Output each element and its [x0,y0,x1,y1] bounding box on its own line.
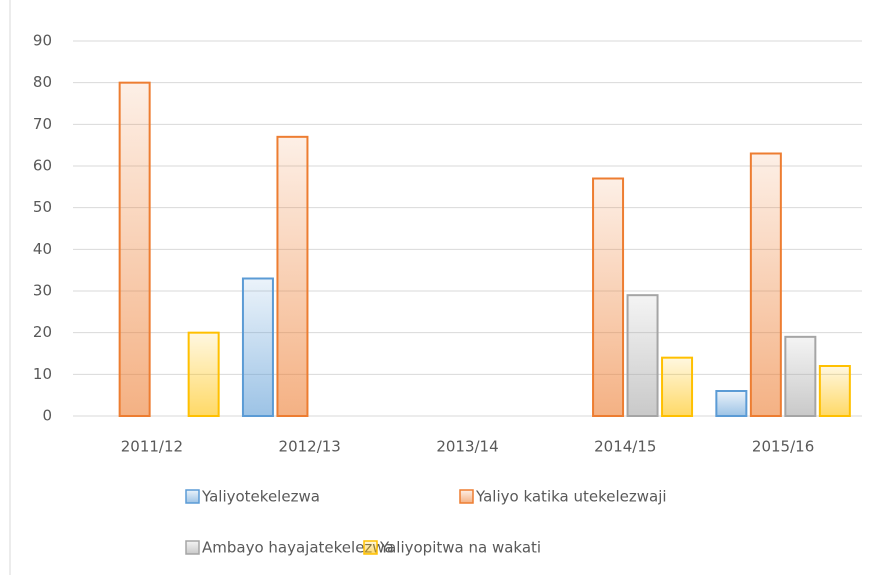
x-tick-label: 2013/14 [436,438,498,456]
x-tick-label: 2014/15 [594,438,656,456]
y-tick-label: 80 [33,73,52,91]
bar [118,81,151,418]
y-tick-label: 90 [33,32,52,50]
y-tick-label: 70 [33,115,52,133]
bar [592,177,625,417]
y-tick-label: 50 [33,198,52,216]
y-tick-label: 20 [33,323,52,341]
bar [749,152,782,417]
y-tick-label: 40 [33,240,52,258]
bar [276,135,309,417]
legend-swatch [185,540,200,555]
y-tick-label: 10 [33,365,52,383]
y-tick-label: 60 [33,157,52,175]
bar [241,277,274,417]
bar [626,294,659,417]
x-tick-label: 2011/12 [121,438,183,456]
legend-label: Yaliyopitwa na wakati [379,539,541,557]
y-tick-label: 30 [33,282,52,300]
bar [715,390,748,417]
legend-swatch [185,489,200,504]
legend-label: Yaliyo katika utekelezwaji [475,488,667,506]
bar [187,331,220,417]
bar [784,335,817,418]
bar [818,365,851,417]
legend-swatch [459,489,474,504]
legend-label: Yaliyotekelezwa [201,488,320,506]
x-tick-label: 2015/16 [752,438,814,456]
chart-frame [9,0,11,575]
y-tick-label: 0 [42,407,52,425]
x-tick-label: 2012/13 [279,438,341,456]
legend-swatch [363,540,378,555]
bar [661,356,694,417]
legend-label: Ambayo hayajatekelezwa [202,539,394,557]
